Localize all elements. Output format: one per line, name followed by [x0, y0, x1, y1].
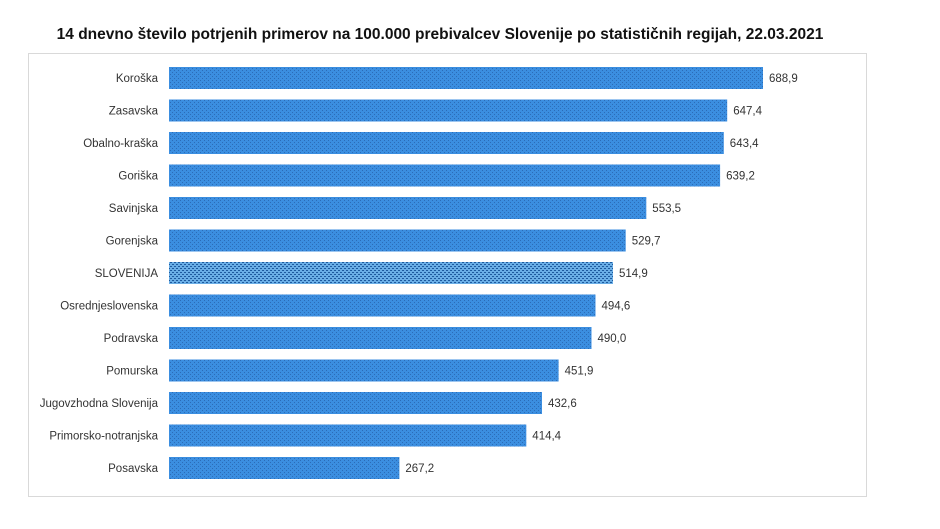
- category-label-osrednjeslovenska: Osrednjeslovenska: [60, 301, 158, 313]
- category-label-slovenija: SLOVENIJA: [95, 268, 159, 280]
- bar-zasavska: [169, 99, 728, 122]
- bar-goriska: [169, 164, 721, 187]
- category-label-pomurska: Pomurska: [106, 366, 158, 378]
- bar-podravska: [169, 327, 592, 349]
- value-label-osrednjeslovenska: 494,6: [602, 301, 631, 313]
- value-label-primorsko-notranjska: 414,4: [532, 431, 561, 443]
- bar-slovenija: [169, 262, 613, 284]
- value-label-jugovzhodna-slovenija: 432,6: [548, 398, 577, 410]
- bar-gorenjska: [169, 229, 626, 252]
- category-label-posavska: Posavska: [108, 463, 158, 475]
- chart-title: 14 dnevno število potrjenih primerov na …: [56, 26, 824, 43]
- category-label-goriska: Goriška: [118, 171, 158, 183]
- bar-pomurska: [169, 359, 559, 382]
- category-label-zasavska: Zasavska: [109, 106, 159, 118]
- category-label-koroska: Koroška: [116, 73, 159, 85]
- plot-area-frame: [28, 53, 867, 497]
- value-label-podravska: 490,0: [598, 333, 627, 345]
- value-label-goriska: 639,2: [726, 171, 755, 183]
- bar-osrednjeslovenska: [169, 294, 596, 317]
- value-label-slovenija: 514,9: [619, 268, 648, 280]
- category-label-primorsko-notranjska: Primorsko-notranjska: [49, 431, 158, 443]
- category-label-jugovzhodna-slovenija: Jugovzhodna Slovenija: [40, 398, 159, 410]
- value-label-pomurska: 451,9: [565, 366, 594, 378]
- bar-savinjska: [169, 197, 647, 219]
- category-label-gorenjska: Gorenjska: [106, 236, 159, 248]
- category-label-savinjska: Savinjska: [109, 203, 159, 215]
- value-label-obalno-kraska: 643,4: [730, 138, 759, 150]
- category-label-obalno-kraska: Obalno-kraška: [83, 138, 158, 150]
- value-label-gorenjska: 529,7: [632, 236, 661, 248]
- bar-primorsko-notranjska: [169, 424, 527, 447]
- bar-posavska: [169, 457, 400, 479]
- category-label-podravska: Podravska: [104, 333, 159, 345]
- bar-jugovzhodna-slovenija: [169, 392, 542, 414]
- bar-obalno-kraska: [169, 132, 724, 154]
- value-label-koroska: 688,9: [769, 73, 798, 85]
- value-label-zasavska: 647,4: [733, 106, 762, 118]
- bar-koroska: [169, 67, 763, 89]
- value-label-savinjska: 553,5: [652, 203, 681, 215]
- value-label-posavska: 267,2: [405, 463, 434, 475]
